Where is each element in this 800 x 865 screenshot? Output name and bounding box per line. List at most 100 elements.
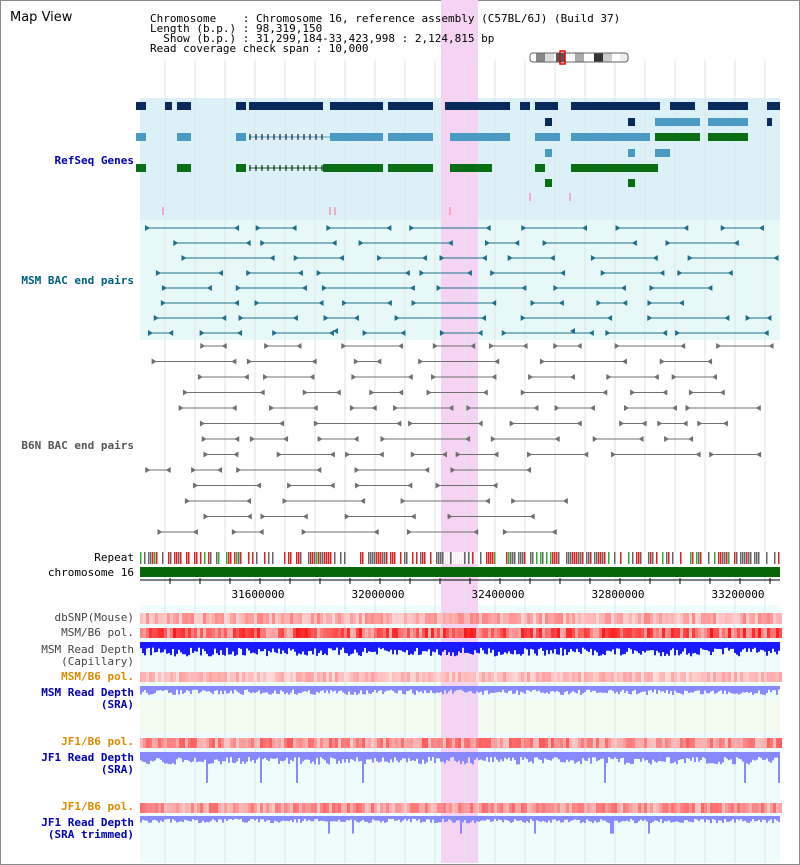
read-depth-bar <box>520 642 522 656</box>
read-depth-bar <box>244 642 246 656</box>
read-depth-bar <box>726 686 728 695</box>
polymorphism-cell <box>539 738 542 748</box>
read-depth-bar <box>316 686 318 692</box>
polymorphism-cell <box>596 613 599 624</box>
polymorphism-cell <box>389 803 392 813</box>
read-depth-bar <box>154 686 156 694</box>
polymorphism-cell <box>482 803 485 813</box>
polymorphism-cell <box>584 628 587 638</box>
read-depth-bar <box>480 642 482 648</box>
polymorphism-cell <box>362 738 365 748</box>
read-depth-bar <box>472 686 474 694</box>
read-depth-bar <box>672 752 674 764</box>
read-depth-bar <box>584 752 586 761</box>
read-depth-bar <box>414 642 416 652</box>
read-depth-bar <box>624 686 626 693</box>
dbsnp-label: dbSNP(Mouse) <box>54 611 134 624</box>
read-depth-bar <box>310 686 312 694</box>
polymorphism-cell <box>266 738 269 748</box>
read-depth-bar <box>642 686 644 692</box>
polymorphism-cell <box>581 613 584 624</box>
polymorphism-cell <box>719 672 722 682</box>
read-depth-bar <box>542 752 544 764</box>
polymorphism-cell <box>647 803 650 813</box>
repeat-element <box>486 552 488 564</box>
repeat-element <box>324 552 326 564</box>
polymorphism-cell <box>254 803 257 813</box>
read-depth-bar <box>188 752 190 761</box>
polymorphism-cell <box>467 672 470 682</box>
read-depth-bar <box>680 642 682 654</box>
read-depth-bar <box>330 816 332 822</box>
polymorphism-cell <box>683 738 686 748</box>
repeat-element <box>142 552 144 564</box>
polymorphism-cell <box>284 613 287 624</box>
read-depth-bar <box>590 642 592 649</box>
repeat-element <box>464 552 466 564</box>
repeat-element <box>144 552 146 564</box>
read-depth-bar <box>746 642 748 652</box>
polymorphism-cell <box>752 613 755 624</box>
b6n-bac-label[interactable]: B6N BAC end pairs <box>21 439 134 452</box>
polymorphism-cell <box>767 628 770 638</box>
read-depth-bar <box>194 752 196 758</box>
read-depth-bar <box>346 816 348 821</box>
read-depth-bar <box>308 642 310 652</box>
repeat-element <box>638 552 640 564</box>
read-depth-bar <box>444 642 446 650</box>
read-depth-bar <box>358 642 360 656</box>
repeat-element <box>396 552 398 564</box>
read-depth-bar <box>578 816 580 820</box>
polymorphism-cell <box>371 738 374 748</box>
read-depth-bar <box>320 816 322 821</box>
read-depth-bar <box>222 752 224 762</box>
polymorphism-cell <box>536 738 539 748</box>
polymorphism-cell <box>749 738 752 748</box>
read-depth-bar <box>424 816 426 822</box>
polymorphism-cell <box>611 628 614 638</box>
read-depth-bar <box>676 686 678 693</box>
repeat-element <box>726 552 728 564</box>
read-depth-bar <box>676 752 678 765</box>
polymorphism-cell <box>452 628 455 638</box>
polymorphism-cell <box>470 803 473 813</box>
polymorphism-cell <box>599 613 602 624</box>
read-depth-bar <box>580 686 582 695</box>
polymorphism-cell <box>680 738 683 748</box>
repeat-element <box>560 552 562 564</box>
chromosome-label: chromosome 16 <box>47 566 134 579</box>
polymorphism-cell <box>251 613 254 624</box>
repeat-element <box>564 552 566 564</box>
repeat-element <box>306 552 308 564</box>
read-depth-bar <box>648 752 650 763</box>
b6n-bac-pair-end <box>688 436 694 442</box>
polymorphism-cell <box>188 738 191 748</box>
polymorphism-cell <box>455 628 458 638</box>
msm-bac-pair-end <box>485 225 491 231</box>
msm-bac-label[interactable]: MSM BAC end pairs <box>21 274 134 287</box>
msm-bac-pair-end <box>615 225 621 231</box>
b6n-bac-pair-end <box>722 420 728 427</box>
polymorphism-cell <box>356 613 359 624</box>
read-depth-bar <box>372 642 374 653</box>
b6n-bac-pair-end <box>528 374 534 380</box>
read-depth-bar <box>612 752 614 760</box>
refseq-genes-label[interactable]: RefSeq Genes <box>54 154 134 167</box>
read-depth-bar <box>318 642 320 653</box>
read-depth-bar <box>508 816 510 822</box>
polymorphism-cell <box>770 803 773 813</box>
polymorphism-cell <box>620 738 623 748</box>
polymorphism-cell <box>179 803 182 813</box>
read-depth-bar <box>540 686 542 693</box>
polymorphism-cell <box>518 803 521 813</box>
polymorphism-cell <box>380 628 383 638</box>
msm-bac-pair-end <box>647 300 653 306</box>
polymorphism-cell <box>296 738 299 748</box>
read-depth-bar <box>550 642 552 651</box>
polymorphism-cell <box>461 672 464 682</box>
read-depth-bar <box>438 816 440 823</box>
polymorphism-cell <box>488 628 491 638</box>
polymorphism-cell <box>719 613 722 624</box>
polymorphism-cell <box>737 803 740 813</box>
polymorphism-cell <box>158 628 161 638</box>
